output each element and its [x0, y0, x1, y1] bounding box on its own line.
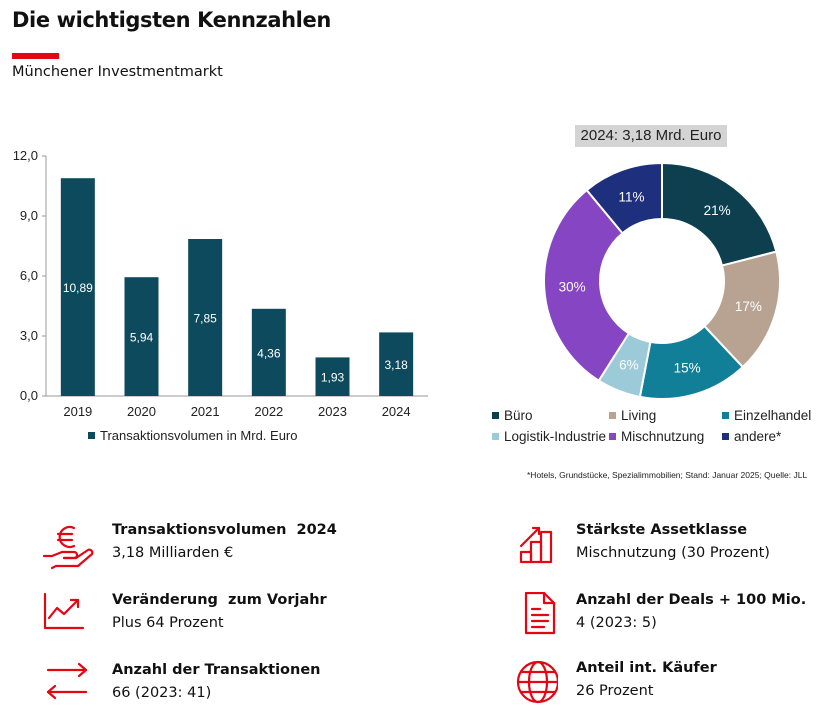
kpi-value: Mischnutzung (30 Prozent) [576, 545, 770, 561]
page-title: Die wichtigsten Kennzahlen [12, 8, 331, 32]
slice-value-label: 6% [619, 358, 639, 373]
legend-item-andere: andere* [722, 429, 781, 444]
y-tick-label: 12,0 [13, 148, 38, 163]
kpi-transaction-volume: Transaktionsvolumen 2024 3,18 Milliarden… [42, 522, 442, 572]
slice-value-label: 15% [674, 360, 701, 375]
donut-slice [543, 188, 631, 383]
x-tick-label: 2019 [63, 404, 92, 419]
kpi-label: Anzahl der Deals + 100 Mio. [576, 592, 807, 608]
kpi-strongest-asset-class: Stärkste Assetklasse Mischnutzung (30 Pr… [506, 522, 826, 572]
bar [188, 239, 223, 396]
chart-footnote: *Hotels, Grundstücke, Spezialimmobilien;… [527, 470, 808, 480]
legend-swatch [492, 412, 499, 419]
x-tick-label: 2022 [254, 404, 283, 419]
exchange-arrows-icon [46, 662, 88, 700]
globe-icon [516, 660, 558, 704]
y-tick-label: 9,0 [20, 208, 38, 223]
x-tick-label: 2024 [382, 404, 411, 419]
pie-chart-title: 2024: 3,18 Mrd. Euro [575, 125, 727, 147]
kpi-label: Anteil int. Käufer [576, 660, 717, 676]
kpi-international-buyers: Anteil int. Käufer 26 Prozent [506, 660, 826, 712]
bar-value-label: 10,89 [63, 281, 93, 295]
kpi-value: 26 Prozent [576, 683, 654, 699]
legend-item-mischnutzung: Mischnutzung [609, 429, 704, 444]
legend-item-buero: Büro [492, 408, 533, 423]
bar [251, 308, 286, 396]
donut-slice [585, 161, 663, 235]
kpi-label: Transaktionsvolumen 2024 [112, 522, 337, 538]
x-tick-label: 2021 [191, 404, 220, 419]
asset-class-donut-chart: 21% 17% 15% 6% 30% 11% [543, 161, 781, 400]
x-tick-label: 2020 [127, 404, 156, 419]
slice-value-label: 21% [704, 203, 731, 218]
slice-value-label: 11% [618, 189, 644, 204]
kpi-label: Veränderung zum Vorjahr [112, 592, 327, 608]
kpi-value: 3,18 Milliarden € [112, 545, 234, 561]
bar-value-label: 3,18 [384, 358, 408, 372]
legend-item-logistik: Logistik-Industrie [492, 429, 606, 444]
euro-hand-icon [42, 525, 94, 570]
legend-label: Logistik-Industrie [504, 429, 607, 444]
bar-value-label: 5,94 [130, 331, 154, 345]
legend-swatch [609, 412, 616, 419]
donut-slice [661, 161, 778, 267]
bar [315, 357, 350, 396]
document-icon [524, 592, 556, 635]
y-tick-label: 6,0 [20, 268, 38, 283]
kpi-value: Plus 64 Prozent [112, 615, 224, 631]
kpi-value: 4 (2023: 5) [576, 615, 657, 631]
bar [124, 277, 159, 396]
growth-steps-icon [519, 526, 553, 564]
trend-up-chart-icon [43, 592, 85, 630]
bar [60, 178, 95, 396]
title-accent-bar [12, 53, 59, 59]
kpi-label: Stärkste Assetklasse [576, 522, 748, 538]
legend-item-living: Living [609, 408, 656, 423]
bar [379, 332, 414, 396]
legend-item-einzelhandel: Einzelhandel [722, 408, 811, 423]
legend-label: Living [621, 408, 657, 423]
legend-swatch [722, 433, 729, 440]
legend-label: Einzelhandel [734, 408, 812, 423]
legend-swatch [88, 432, 95, 439]
transaction-volume-bar-chart: 0,0 3,0 6,0 9,0 12,0 10,89 2019 5,94 2020 7,85 202… [13, 148, 428, 443]
kpi-transaction-count: Anzahl der Transaktionen 66 (2023: 41) [42, 662, 442, 712]
bar-legend-label: Transaktionsvolumen in Mrd. Euro [100, 428, 298, 443]
kpi-year-change: Veränderung zum Vorjahr Plus 64 Prozent [42, 592, 442, 642]
bar-value-label: 4,36 [257, 346, 281, 360]
x-tick-label: 2023 [318, 404, 347, 419]
kpi-label: Anzahl der Transaktionen [112, 662, 321, 678]
y-tick-label: 3,0 [20, 328, 38, 343]
bar-value-label: 1,93 [321, 371, 345, 385]
y-tick-label: 0,0 [20, 388, 38, 403]
kpi-value: 66 (2023: 41) [112, 685, 212, 701]
legend-swatch [609, 433, 616, 440]
slice-value-label: 17% [735, 299, 762, 314]
kpi-large-deals: Anzahl der Deals + 100 Mio. 4 (2023: 5) [506, 592, 826, 642]
legend-swatch [492, 433, 499, 440]
bar-value-label: 7,85 [193, 312, 217, 326]
legend-label: Büro [504, 408, 533, 423]
legend-label: Mischnutzung [621, 429, 705, 444]
page-subtitle: Münchener Investmentmarkt [12, 64, 223, 80]
legend-label: andere* [734, 429, 782, 444]
slice-value-label: 30% [559, 280, 586, 295]
legend-swatch [722, 412, 729, 419]
